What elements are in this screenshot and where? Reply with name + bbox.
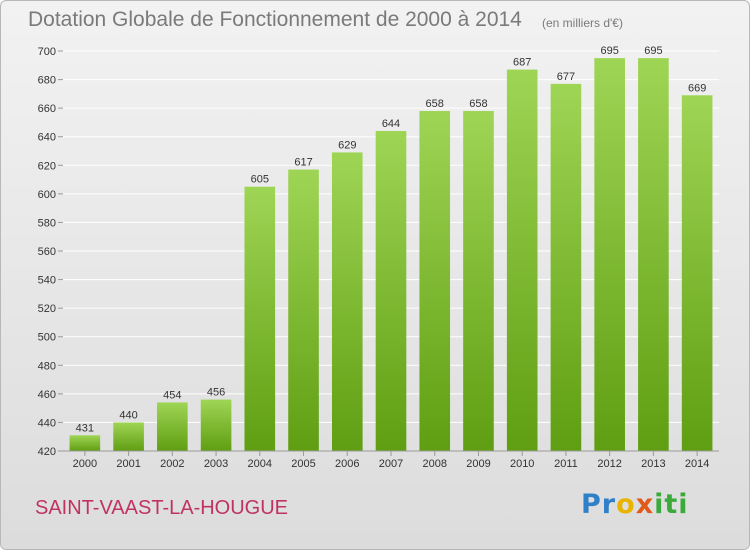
y-tick-label: 600 bbox=[38, 189, 56, 201]
y-tick-label: 500 bbox=[38, 332, 56, 344]
bar-2007 bbox=[375, 131, 407, 451]
y-tick-label: 660 bbox=[38, 103, 56, 115]
x-tick-label-2008: 2008 bbox=[422, 458, 446, 470]
proxiti-logo: Proxiti bbox=[581, 489, 689, 520]
y-tick-label: 560 bbox=[38, 246, 56, 258]
bar-2009 bbox=[463, 111, 494, 451]
logo-letter: i bbox=[678, 489, 689, 520]
y-tick-label: 520 bbox=[38, 303, 56, 315]
x-tick-label-2011: 2011 bbox=[554, 458, 578, 470]
bar-2010 bbox=[506, 69, 538, 452]
y-tick-label: 580 bbox=[38, 217, 56, 229]
chart-unit-subtitle: (en milliers d'€) bbox=[542, 16, 623, 30]
y-tick-label: 700 bbox=[38, 46, 56, 58]
bar-2012 bbox=[594, 58, 625, 452]
logo-letter: r bbox=[601, 489, 617, 520]
x-tick-label-2014: 2014 bbox=[685, 458, 709, 470]
y-tick-label: 640 bbox=[38, 132, 56, 144]
data-label-2004: 605 bbox=[251, 174, 269, 186]
x-tick-label-2002: 2002 bbox=[160, 458, 184, 470]
x-tick-label-2007: 2007 bbox=[379, 458, 403, 470]
x-tick-label-2012: 2012 bbox=[597, 458, 621, 470]
data-label-2003: 456 bbox=[207, 387, 225, 399]
bar-2000 bbox=[69, 435, 101, 451]
data-label-2001: 440 bbox=[119, 409, 137, 421]
y-tick-label: 480 bbox=[38, 360, 56, 372]
logo-letter: x bbox=[635, 489, 655, 520]
bar-2011 bbox=[550, 83, 582, 451]
x-tick-label-2004: 2004 bbox=[248, 458, 272, 470]
data-label-2009: 658 bbox=[469, 98, 487, 110]
y-tick-label: 680 bbox=[38, 75, 56, 87]
data-label-2014: 669 bbox=[688, 82, 706, 94]
data-label-2006: 629 bbox=[338, 139, 356, 151]
y-tick-label: 440 bbox=[38, 417, 56, 429]
x-axis-ticks: 2000 2001 2002 2003 2004 2005 2006 2007 2008 2009… bbox=[73, 451, 709, 470]
bar-2002 bbox=[157, 402, 188, 451]
x-tick-label-2005: 2005 bbox=[291, 458, 315, 470]
bar-2008 bbox=[419, 111, 451, 451]
data-label-2007: 644 bbox=[382, 118, 400, 130]
logo-letter: t bbox=[664, 489, 679, 520]
data-label-2002: 454 bbox=[163, 389, 181, 401]
bar-2003 bbox=[200, 399, 232, 451]
logo-letter: P bbox=[581, 489, 602, 520]
x-tick-label-2006: 2006 bbox=[335, 458, 359, 470]
bars bbox=[69, 58, 713, 452]
commune-name: SAINT-VAAST-LA-HOUGUE bbox=[35, 497, 289, 519]
x-tick-label-2010: 2010 bbox=[510, 458, 534, 470]
bar-2001 bbox=[113, 422, 144, 451]
logo-letter: o bbox=[616, 489, 636, 520]
bar-2005 bbox=[288, 169, 319, 452]
data-label-2011: 677 bbox=[557, 71, 575, 83]
x-tick-label-2001: 2001 bbox=[116, 458, 140, 470]
data-label-2000: 431 bbox=[76, 422, 94, 434]
x-tick-label-2009: 2009 bbox=[466, 458, 490, 470]
bar-2004 bbox=[244, 186, 276, 451]
data-labels: 431 440 454 456 605 617 629 644 658 658 687 677 695 6… bbox=[76, 45, 707, 434]
y-tick-label: 460 bbox=[38, 389, 56, 401]
logo-letter: i bbox=[654, 489, 665, 520]
y-tick-label: 420 bbox=[38, 446, 56, 458]
x-tick-label-2013: 2013 bbox=[641, 458, 665, 470]
bar-2014 bbox=[681, 95, 713, 452]
x-tick-label-2003: 2003 bbox=[204, 458, 228, 470]
data-label-2013: 695 bbox=[644, 45, 662, 57]
data-label-2012: 695 bbox=[600, 45, 618, 57]
chart-title: Dotation Globale de Fonctionnement de 20… bbox=[28, 8, 522, 31]
y-axis-ticks: 420 440 460 480 500 520 540 560 580 600 620 640 660 6… bbox=[38, 46, 63, 458]
y-tick-label: 540 bbox=[38, 275, 56, 287]
data-label-2008: 658 bbox=[426, 98, 444, 110]
data-label-2010: 687 bbox=[513, 57, 531, 69]
bar-2013 bbox=[638, 58, 669, 452]
y-tick-label: 620 bbox=[38, 160, 56, 172]
data-label-2005: 617 bbox=[294, 157, 312, 169]
bar-2006 bbox=[331, 152, 363, 451]
x-tick-label-2000: 2000 bbox=[73, 458, 97, 470]
